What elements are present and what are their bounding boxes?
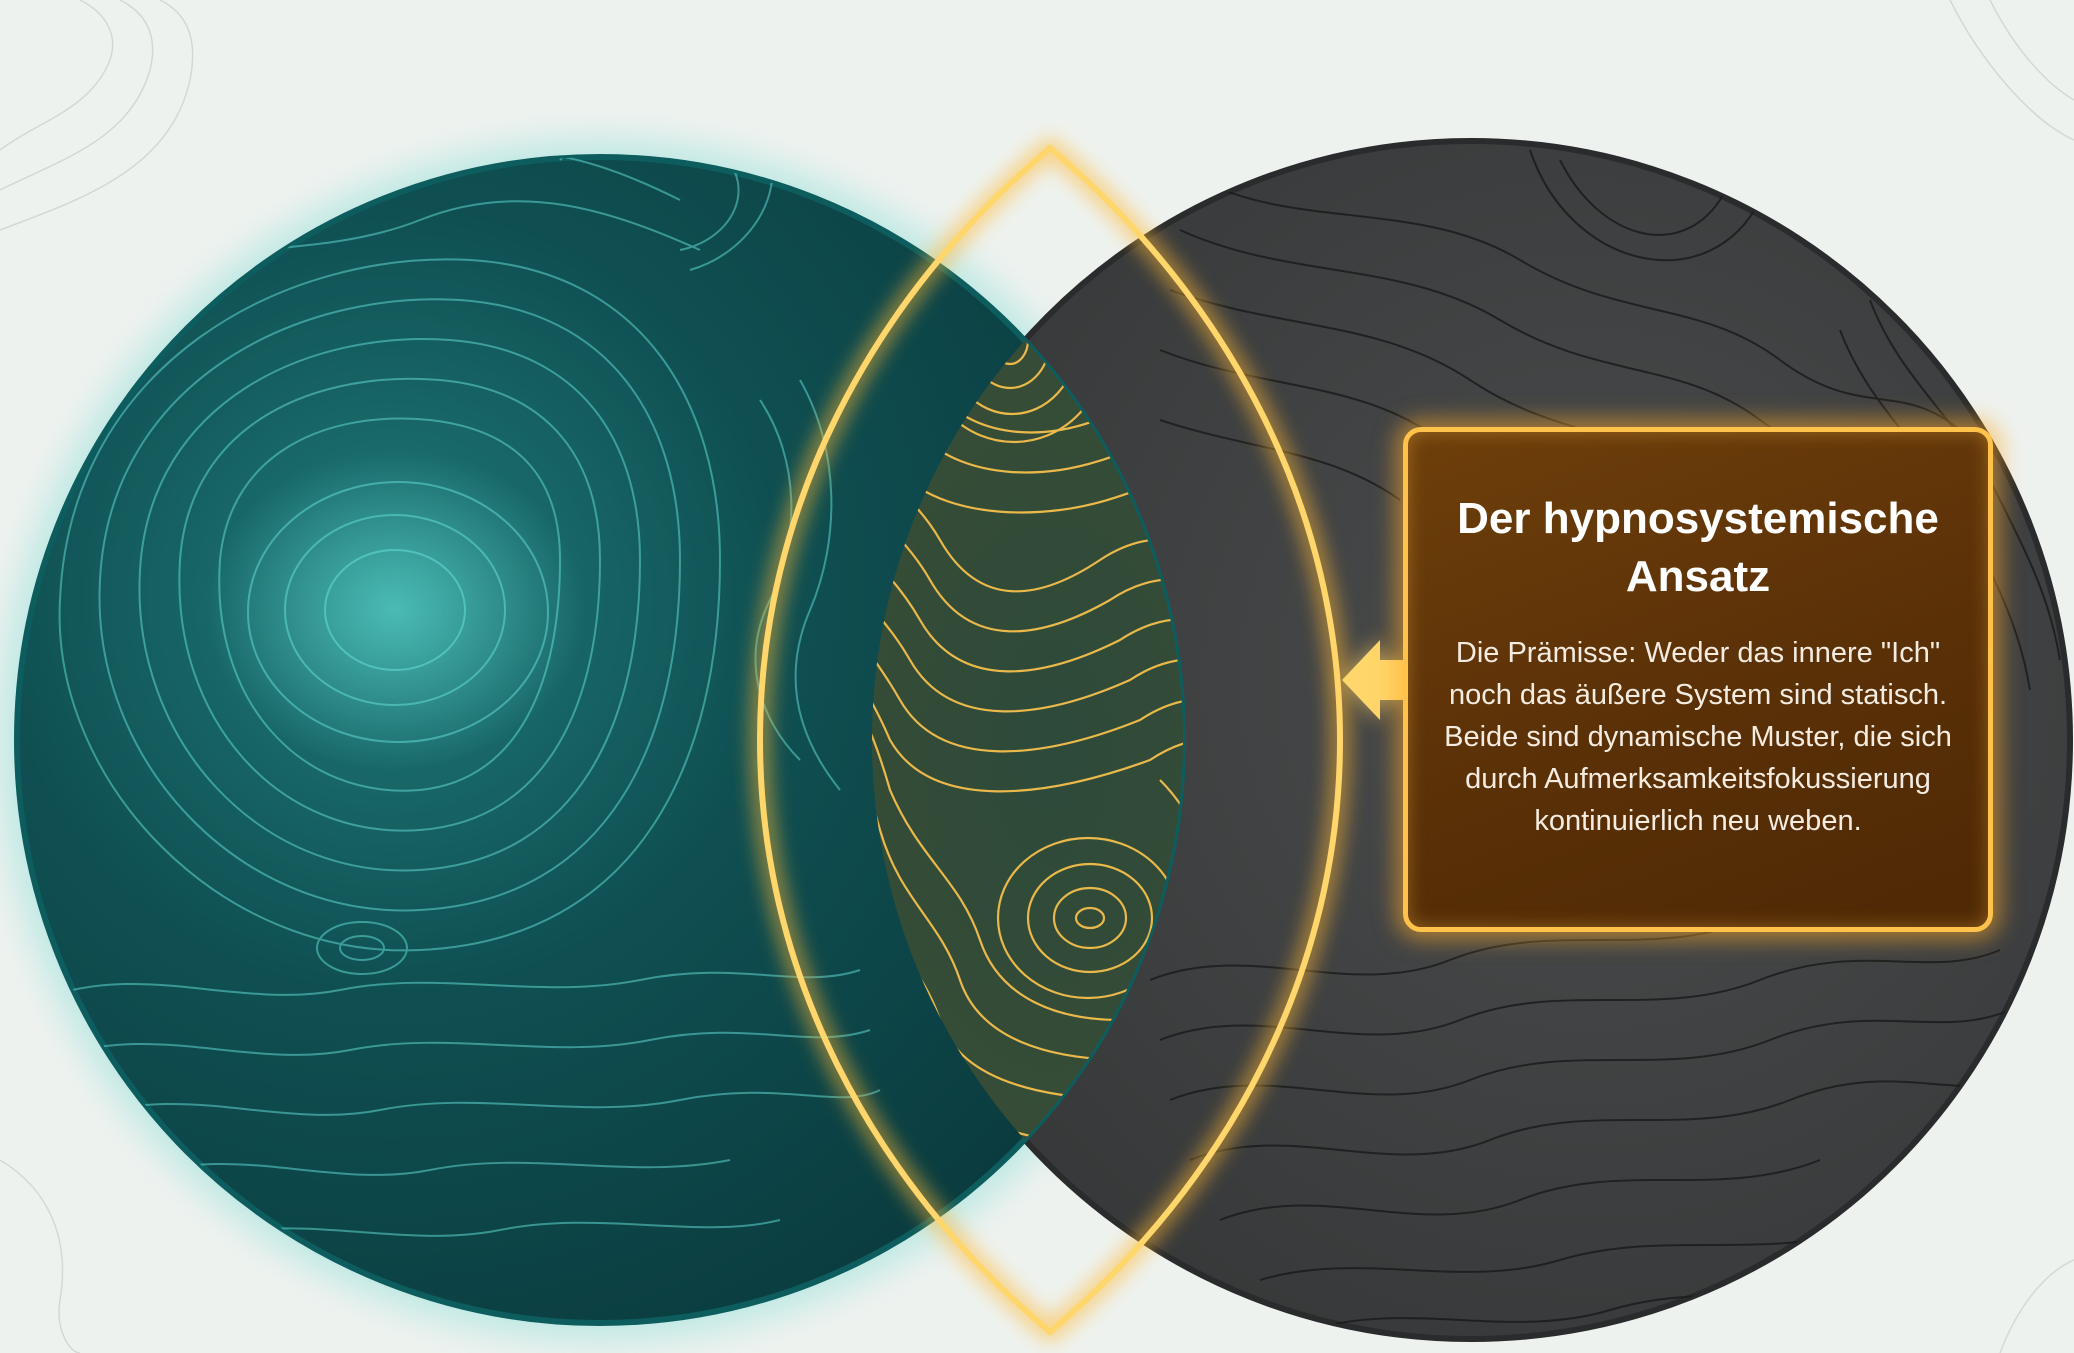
callout-title: Der hypnosystemische Ansatz	[1457, 494, 1939, 601]
left-circle-highlight	[205, 450, 585, 770]
callout-text: Die Prämisse: Weder das innere "Ich" noc…	[1444, 637, 1952, 837]
intersection-outline	[756, 144, 1344, 1336]
callout-box: Der hypnosystemische Ansatz Die Prämisse…	[1403, 427, 1993, 932]
